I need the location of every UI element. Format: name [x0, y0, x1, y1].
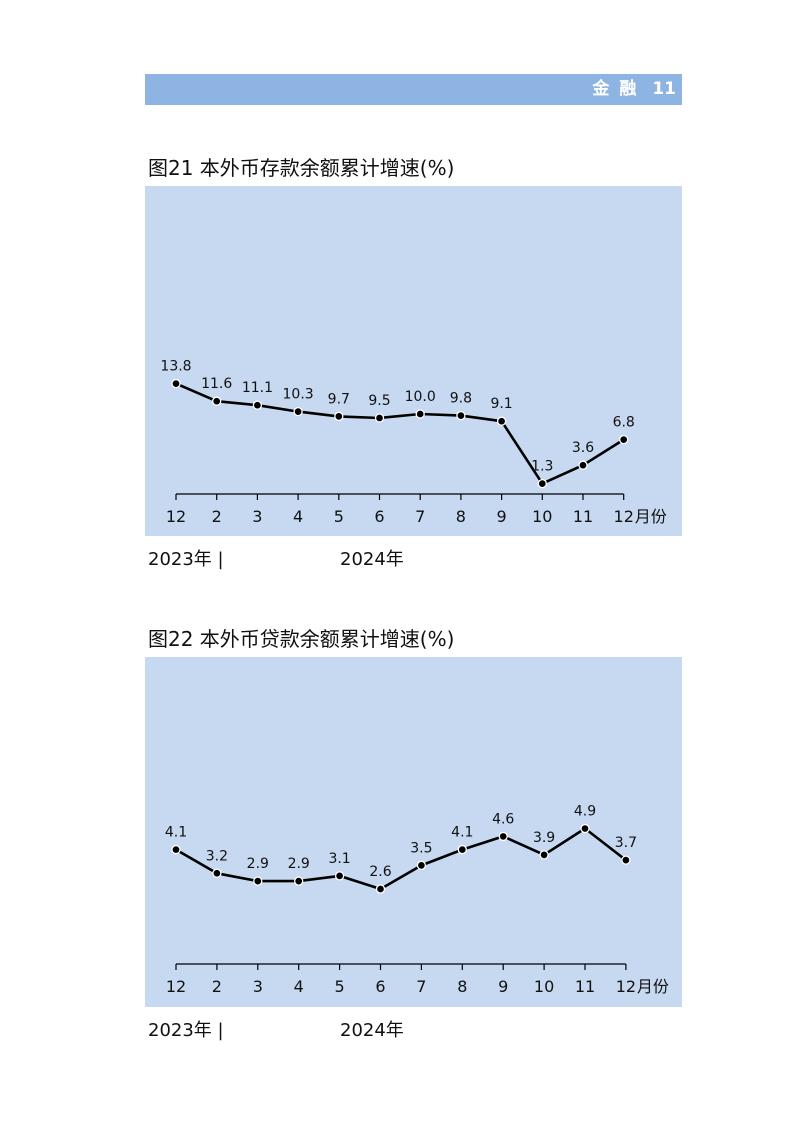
data-point	[293, 406, 303, 417]
x-tick-label: 12	[166, 977, 186, 996]
year-label-start: 2023年 |	[148, 549, 224, 570]
data-point	[496, 416, 507, 426]
data-label: 3.6	[572, 440, 594, 456]
data-label: 3.5	[410, 840, 432, 856]
data-point	[539, 850, 549, 860]
data-label: 2.9	[288, 856, 310, 872]
x-axis-unit-label: 月份	[635, 507, 667, 526]
section-title: 金 融	[592, 79, 639, 99]
x-tick-label: 3	[253, 977, 263, 996]
x-tick-label: 5	[334, 507, 344, 526]
chart-panel: 12 2 3 4 5 6 7 8 9 10 11 12 月份 4.1 3.2 2.9 2.9 3.1 2.6 3.5 4…	[145, 657, 682, 1007]
data-point	[578, 460, 588, 470]
data-point	[334, 411, 344, 422]
data-label: 11.1	[242, 380, 273, 396]
x-tick-label: 2	[212, 507, 222, 526]
data-label: 9.1	[490, 396, 512, 412]
data-label: 11.6	[201, 376, 232, 392]
data-label: 2.6	[369, 864, 391, 880]
data-label: 4.9	[574, 804, 596, 820]
data-label: 9.5	[368, 393, 390, 409]
data-point	[374, 413, 385, 423]
x-tick-label: 9	[497, 507, 507, 526]
data-point	[171, 378, 181, 389]
data-point	[212, 396, 222, 406]
x-tick-label: 8	[456, 507, 466, 526]
x-tick-label: 12	[166, 507, 186, 526]
data-point	[252, 400, 263, 410]
data-point	[415, 409, 425, 419]
x-tick-label: 12	[614, 507, 634, 526]
x-tick-label: 7	[416, 977, 426, 996]
data-point	[212, 868, 222, 878]
x-tick-label: 6	[375, 977, 385, 996]
x-tick-label: 4	[294, 977, 304, 996]
data-point	[580, 823, 590, 834]
data-point	[334, 871, 345, 881]
data-label: 3.9	[533, 830, 555, 846]
data-point	[537, 478, 547, 489]
series-line	[175, 827, 627, 891]
x-tick-label: 8	[457, 977, 467, 996]
data-label: 1.3	[531, 459, 553, 475]
data-point	[457, 844, 467, 855]
header-bar: 金 融 11	[145, 74, 682, 105]
data-point	[375, 884, 386, 894]
x-tick-label: 12	[616, 977, 636, 996]
data-label: 3.2	[206, 848, 228, 864]
data-label: 6.8	[613, 415, 635, 431]
data-label: 13.8	[160, 359, 191, 375]
header-text: 金 融 11	[592, 74, 676, 105]
data-label: 3.1	[328, 851, 350, 867]
data-label: 4.1	[451, 825, 473, 841]
x-tick-label: 10	[534, 977, 554, 996]
x-tick-label: 4	[293, 507, 303, 526]
data-point	[456, 410, 466, 421]
data-point	[294, 876, 304, 886]
x-axis-unit-label: 月份	[637, 977, 669, 996]
x-tick-label: 10	[532, 507, 552, 526]
data-label: 10.3	[283, 387, 314, 403]
series-line	[175, 382, 625, 485]
year-label-start: 2023年 |	[148, 1020, 224, 1041]
data-label: 9.7	[328, 391, 350, 407]
chart-title: 图22 本外币贷款余额累计增速(%)	[148, 627, 455, 651]
year-label-end: 2024年	[340, 1020, 404, 1041]
data-label: 2.9	[247, 856, 269, 872]
page-number: 11	[652, 79, 676, 99]
x-tick-label: 6	[374, 507, 384, 526]
data-point	[619, 434, 629, 445]
data-point	[416, 860, 427, 871]
x-tick-label: 9	[498, 977, 508, 996]
line-chart: 12 2 3 4 5 6 7 8 9 10 11 12 月份4.13.2 2.9 2.9 3.12.63.54…	[165, 804, 669, 996]
x-tick-label: 2	[212, 977, 222, 996]
chart-title: 图21 本外币存款余额累计增速(%)	[148, 156, 455, 180]
x-tick-label: 11	[575, 977, 595, 996]
data-label: 9.8	[450, 391, 472, 407]
data-point	[171, 844, 181, 855]
data-label: 3.7	[615, 835, 637, 851]
x-tick-label: 3	[252, 507, 262, 526]
data-label: 10.0	[405, 389, 436, 405]
chart-panel: 12 2 3 4 5 6 7 8 9 10 11 12 月份 13.8 11.6 11.1 10.3 9.7 9.5…	[145, 186, 682, 536]
year-label-end: 2024年	[340, 549, 404, 570]
x-tick-label: 11	[573, 507, 593, 526]
data-point	[253, 876, 263, 886]
x-tick-label: 5	[335, 977, 345, 996]
data-point	[498, 831, 508, 842]
data-point	[621, 855, 631, 865]
x-tick-label: 7	[415, 507, 425, 526]
data-label: 4.6	[492, 811, 514, 827]
data-label: 4.1	[165, 825, 187, 841]
